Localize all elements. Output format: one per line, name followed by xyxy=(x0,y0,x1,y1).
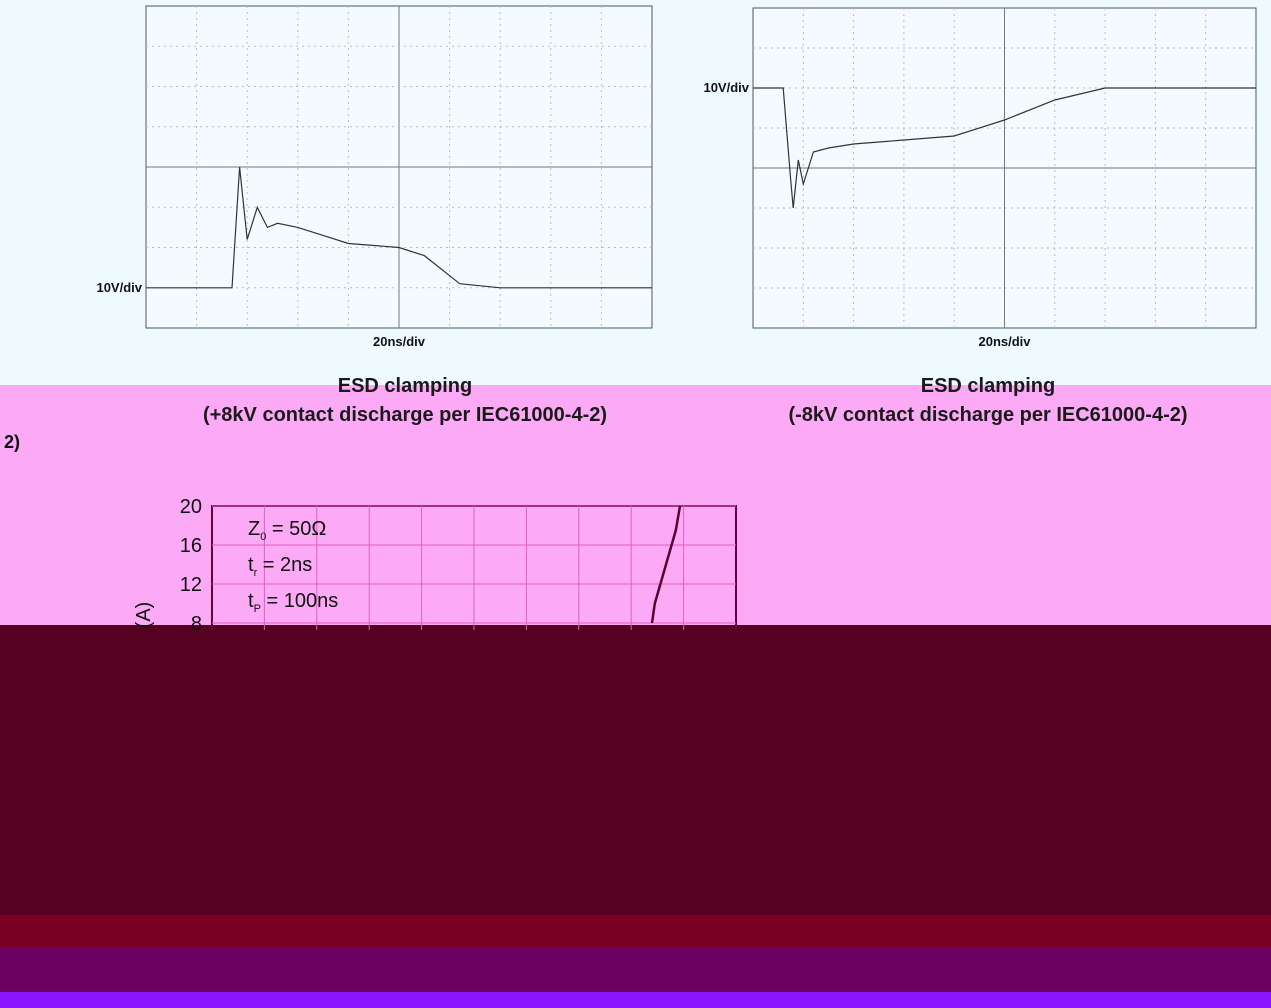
tlp-ylabel: (A) xyxy=(133,602,155,629)
tlp-svg: 20 16 12 8 (A) xyxy=(133,496,737,630)
right-caption-title: ESD clamping xyxy=(920,375,1056,397)
purple-band xyxy=(0,948,1271,992)
scope-waveform xyxy=(146,166,652,289)
violet-band xyxy=(0,992,1271,1008)
left-caption-title: ESD clamping xyxy=(337,375,473,397)
tlp-ytick-label: 8 xyxy=(191,613,202,630)
left-caption-subtitle: (+8kV contact discharge per IEC61000-4-2… xyxy=(202,404,608,426)
tlp-ytick-label: 16 xyxy=(180,535,202,557)
annotation-tp: tP = 100ns xyxy=(248,590,339,615)
right-scope-svg: 10V/div 20ns/div xyxy=(703,7,1257,349)
red-band xyxy=(0,915,1271,948)
left-scope-plot: 10V/div 20ns/div xyxy=(80,0,680,360)
vscale-label: 10V/div xyxy=(703,80,749,95)
hscale-label: 20ns/div xyxy=(373,334,426,349)
maroon-band xyxy=(0,625,1271,915)
tlp-ytick-label: 20 xyxy=(180,496,202,518)
left-scope-svg: 10V/div 20ns/div xyxy=(96,5,653,349)
annotation-z0: Z0 = 50Ω xyxy=(248,518,327,543)
hscale-label: 20ns/div xyxy=(978,334,1031,349)
annotation-tr: tr = 2ns xyxy=(248,554,313,579)
tlp-curve xyxy=(650,505,682,624)
right-scope-plot: 10V/div 20ns/div xyxy=(680,0,1271,360)
scope-waveform xyxy=(753,87,1256,209)
left-edge-fragment: 2) xyxy=(4,432,21,452)
tlp-ytick-label: 12 xyxy=(180,574,202,596)
vscale-label: 10V/div xyxy=(96,280,142,295)
right-caption: ESD clamping (-8kV contact discharge per… xyxy=(705,375,1271,427)
tlp-annotations: Z0 = 50Ω tr = 2ns tP = 100ns xyxy=(248,518,338,626)
tlp-chart: 20 16 12 8 (A) xyxy=(120,490,760,630)
right-caption-subtitle: (-8kV contact discharge per IEC61000-4-2… xyxy=(788,404,1188,426)
left-caption: ESD clamping (+8kV contact discharge per… xyxy=(105,375,705,427)
